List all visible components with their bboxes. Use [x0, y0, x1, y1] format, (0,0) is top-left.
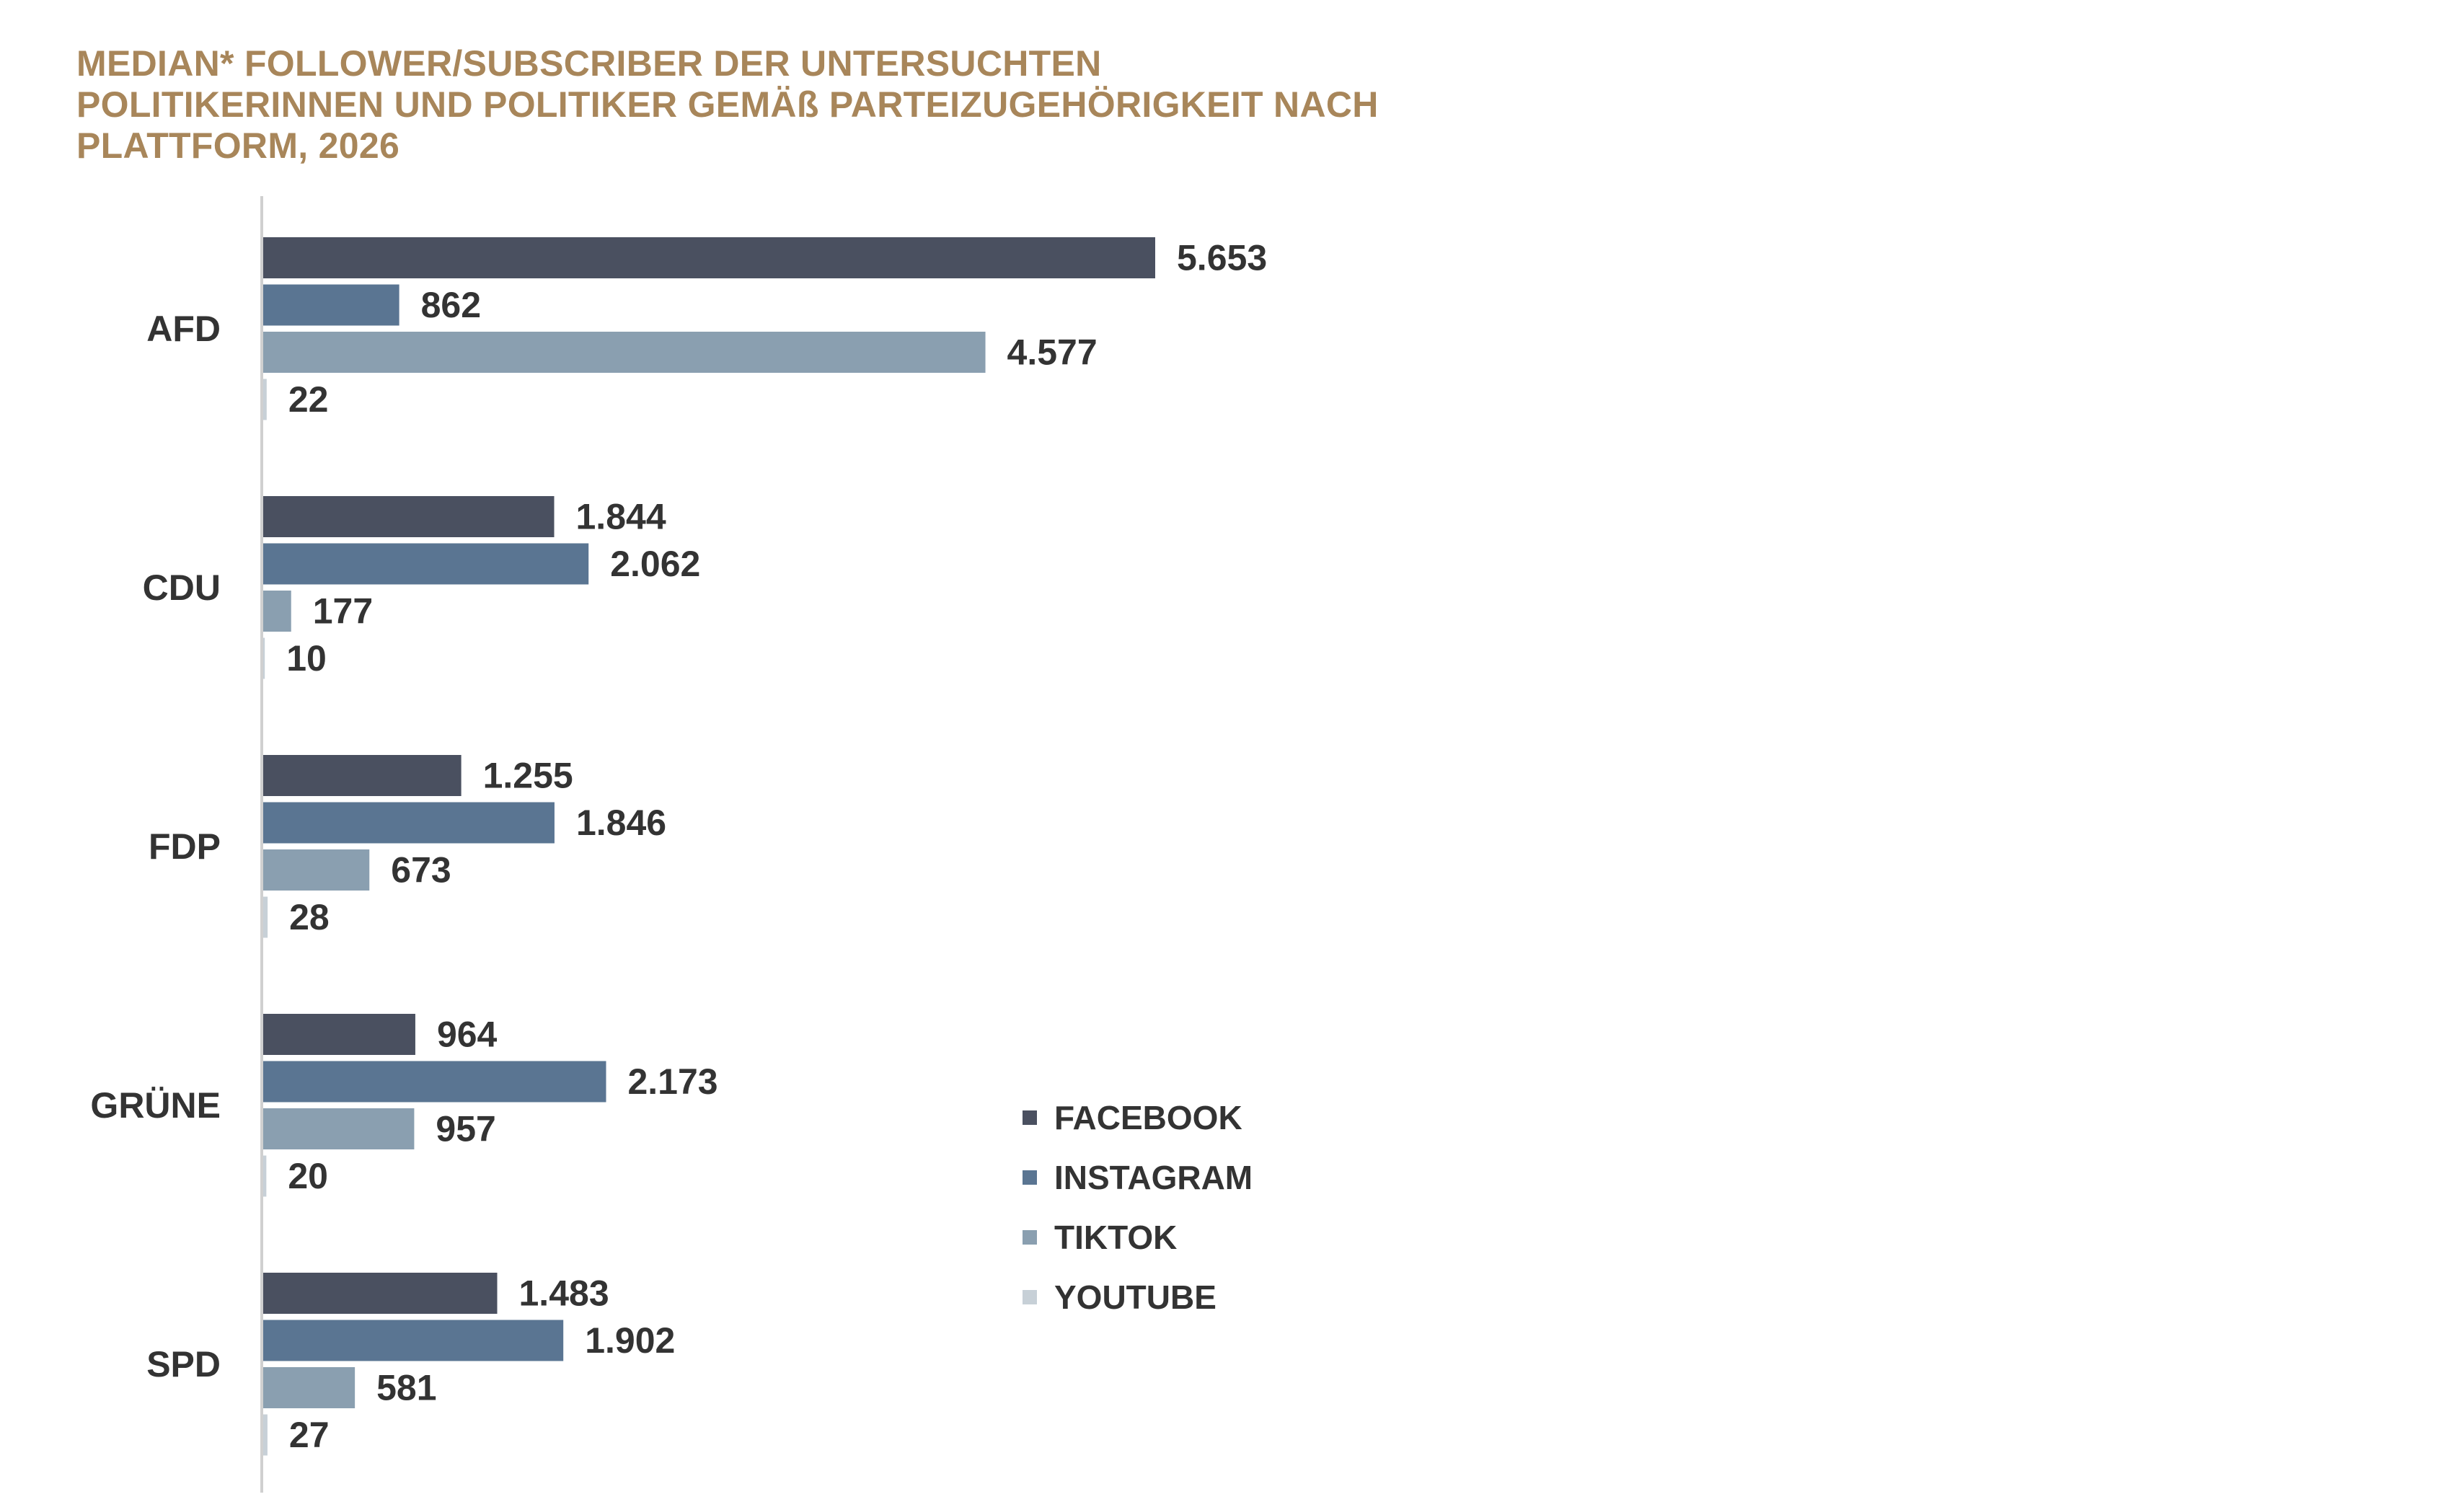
legend-swatch-facebook: [1023, 1110, 1037, 1125]
bar-fdp-facebook: [263, 755, 462, 796]
bar-fdp-tiktok: [263, 849, 370, 891]
bar-afd-youtube: [263, 379, 267, 420]
bar-cdu-tiktok: [263, 591, 291, 632]
bar-cdu-youtube: [263, 637, 265, 679]
data-label-afd-tiktok: 4.577: [1007, 332, 1098, 373]
chart-title: MEDIAN* FOLLOWER/SUBSCRIBER DER UNTERSUC…: [76, 43, 1663, 167]
legend-item-tiktok: TIKTOK: [1023, 1207, 1253, 1267]
bar-spd-instagram: [263, 1320, 564, 1361]
category-label-fdp: FDP: [149, 826, 221, 867]
bar-spd-youtube: [263, 1414, 268, 1456]
data-label-spd-instagram: 1.902: [585, 1320, 675, 1361]
data-label-cdu-instagram: 2.062: [610, 544, 700, 584]
bars-layer: AFD 5.653 862 4.577 22 CDU 1.844 2.062 177 10 FDP 1…: [90, 237, 1267, 1456]
data-label-afd-instagram: 862: [421, 285, 481, 325]
category-label-cdu: CDU: [143, 567, 221, 608]
chart-title-line-2: POLITIKERINNEN UND POLITIKER GEMÄß PARTE…: [76, 84, 1379, 125]
bar-cdu-instagram: [263, 543, 589, 585]
legend-label-youtube: YOUTUBE: [1054, 1278, 1216, 1316]
data-label-spd-facebook: 1.483: [519, 1273, 609, 1314]
bar-gruene-tiktok: [263, 1108, 415, 1149]
chart-legend: FACEBOOK INSTAGRAM TIKTOK YOUTUBE: [1023, 1087, 1253, 1327]
legend-label-tiktok: TIKTOK: [1054, 1218, 1178, 1256]
data-label-cdu-facebook: 1.844: [576, 497, 666, 537]
data-label-spd-youtube: 27: [289, 1415, 330, 1455]
legend-item-facebook: FACEBOOK: [1023, 1087, 1253, 1147]
bar-afd-tiktok: [263, 332, 986, 373]
legend-swatch-tiktok: [1023, 1229, 1037, 1245]
bar-gruene-instagram: [263, 1061, 606, 1103]
legend-swatch-instagram: [1023, 1170, 1037, 1185]
bar-gruene-youtube: [263, 1155, 267, 1197]
data-label-gruene-instagram: 2.173: [627, 1061, 717, 1102]
bar-cdu-facebook: [263, 496, 555, 537]
legend-label-instagram: INSTAGRAM: [1054, 1158, 1253, 1196]
legend-item-instagram: INSTAGRAM: [1023, 1147, 1253, 1207]
bar-fdp-youtube: [263, 896, 268, 938]
data-label-fdp-facebook: 1.255: [483, 756, 573, 796]
data-label-fdp-tiktok: 673: [391, 850, 451, 891]
data-label-cdu-youtube: 10: [286, 638, 327, 679]
bar-afd-instagram: [263, 284, 399, 326]
data-label-fdp-youtube: 28: [289, 897, 330, 937]
bar-spd-facebook: [263, 1273, 498, 1314]
bar-afd-facebook: [263, 237, 1155, 278]
legend-swatch-youtube: [1023, 1289, 1037, 1304]
bar-fdp-instagram: [263, 802, 555, 844]
bar-spd-tiktok: [263, 1367, 356, 1408]
data-label-afd-facebook: 5.653: [1177, 238, 1267, 278]
legend-label-facebook: FACEBOOK: [1054, 1098, 1242, 1136]
bar-gruene-facebook: [263, 1014, 415, 1055]
chart-title-line-1: MEDIAN* FOLLOWER/SUBSCRIBER DER UNTERSUC…: [76, 43, 1102, 84]
data-label-gruene-tiktok: 957: [436, 1109, 495, 1149]
legend-item-youtube: YOUTUBE: [1023, 1267, 1253, 1327]
data-label-afd-youtube: 22: [288, 379, 329, 420]
data-label-spd-tiktok: 581: [376, 1368, 436, 1408]
category-label-spd: SPD: [146, 1344, 221, 1384]
category-label-afd: AFD: [146, 309, 221, 349]
category-label-gruene: GRÜNE: [90, 1085, 221, 1126]
chart-title-line-3: PLATTFORM, 2026: [76, 125, 400, 166]
data-label-gruene-facebook: 964: [437, 1015, 498, 1055]
data-label-fdp-instagram: 1.846: [576, 803, 666, 843]
data-label-gruene-youtube: 20: [288, 1156, 328, 1196]
data-label-cdu-tiktok: 177: [313, 591, 373, 632]
